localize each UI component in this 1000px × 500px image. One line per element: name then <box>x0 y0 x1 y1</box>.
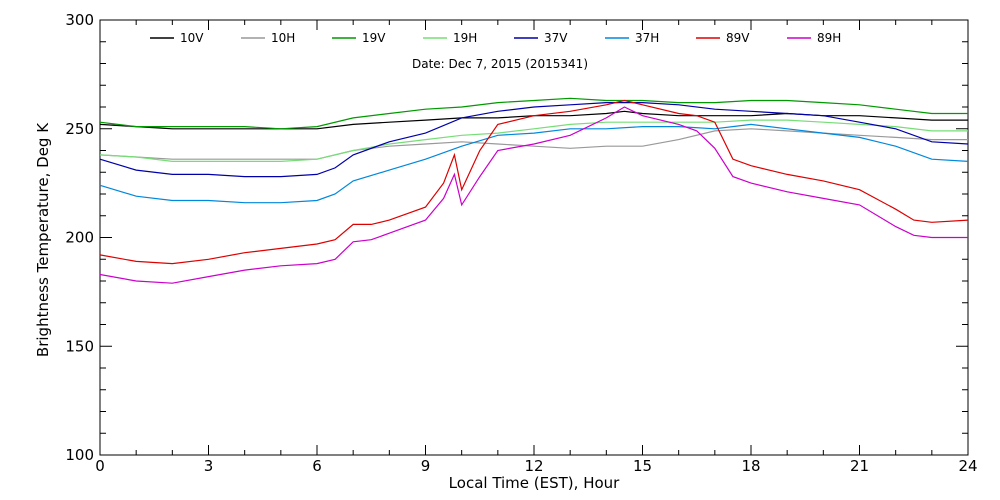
x-axis-title: Local Time (EST), Hour <box>449 474 620 492</box>
legend-label-89v: 89V <box>726 31 750 45</box>
series-line-89h <box>99 106 968 284</box>
y-tick-label: 300 <box>65 11 94 29</box>
x-axis: 0 3 6 9 12 15 18 21 24 <box>95 20 978 475</box>
legend-label-89h: 89H <box>817 31 841 45</box>
legend-label-10v: 10V <box>180 31 204 45</box>
series-line-19v <box>99 97 968 130</box>
x-tick-label: 0 <box>95 457 105 475</box>
x-tick-label: 24 <box>958 457 977 475</box>
x-tick-label: 18 <box>741 457 760 475</box>
y-axis-title: Brightness Temperature, Deg K <box>34 122 52 357</box>
series-line-37h <box>99 123 969 204</box>
x-tick-label: 6 <box>312 457 322 475</box>
series-line-89v <box>99 99 969 265</box>
date-annotation: Date: Dec 7, 2015 (2015341) <box>412 57 588 71</box>
x-tick-label: 15 <box>633 457 652 475</box>
legend-label-37v: 37V <box>544 31 568 45</box>
y-axis: 100 150 200 250 300 <box>65 11 968 464</box>
legend: 10V 10H 19V 19H 37V 37H 89V 89H <box>150 31 841 45</box>
series-lines <box>99 97 969 284</box>
plot-frame <box>99 19 969 456</box>
legend-label-37h: 37H <box>635 31 659 45</box>
legend-label-10h: 10H <box>271 31 295 45</box>
x-tick-label: 9 <box>421 457 431 475</box>
legend-label-19h: 19H <box>453 31 477 45</box>
y-tick-label: 100 <box>65 446 94 464</box>
x-tick-label: 21 <box>850 457 869 475</box>
series-line-19h <box>99 119 968 162</box>
x-tick-label: 12 <box>524 457 543 475</box>
x-tick-label: 3 <box>204 457 214 475</box>
y-tick-label: 200 <box>65 229 94 247</box>
legend-label-19v: 19V <box>362 31 386 45</box>
y-tick-label: 250 <box>65 120 94 138</box>
series-line-37v <box>99 101 969 178</box>
y-tick-label: 150 <box>65 337 94 355</box>
